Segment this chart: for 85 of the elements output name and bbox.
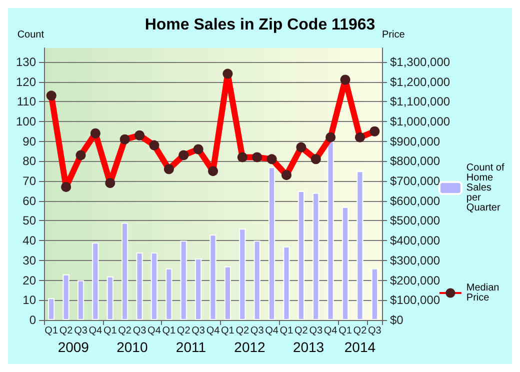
bar bbox=[210, 234, 216, 320]
y2-tick-label: $100,000 bbox=[390, 293, 440, 308]
y2-tick-label: $900,000 bbox=[390, 134, 440, 148]
chart-title: Home Sales in Zip Code 11963 bbox=[144, 16, 376, 34]
y2-tick-label: $0 bbox=[390, 313, 404, 327]
bar bbox=[254, 240, 260, 320]
y-tick-label: 50 bbox=[22, 214, 36, 228]
y2-tick-label: $300,000 bbox=[390, 253, 440, 268]
bar bbox=[180, 240, 187, 320]
legend-label: Count of Home Sales per Quarter bbox=[466, 162, 508, 214]
y-tick-label: 130 bbox=[16, 54, 36, 69]
text: 2012 bbox=[234, 339, 266, 355]
bar bbox=[298, 190, 304, 320]
bar bbox=[62, 274, 70, 320]
y-tick-label: 100 bbox=[16, 114, 36, 128]
y-tick-label: 10 bbox=[22, 293, 36, 308]
text: 2013 bbox=[292, 339, 324, 355]
bar bbox=[122, 222, 128, 320]
y-tick-label: 60 bbox=[22, 194, 36, 208]
x-tick-label: Q1 bbox=[280, 326, 294, 336]
bar bbox=[268, 167, 276, 320]
bar bbox=[195, 258, 202, 320]
bar bbox=[283, 246, 290, 320]
y-tick-label: 110 bbox=[16, 94, 36, 109]
y2-tick-label: $1,100,000 bbox=[390, 94, 450, 109]
y2-axis-title: Price bbox=[382, 30, 406, 40]
y-tick-label: 0 bbox=[29, 313, 36, 327]
bar bbox=[342, 206, 349, 320]
x-tick-label: Q4 bbox=[88, 326, 103, 336]
y-tick-label: 120 bbox=[16, 74, 36, 89]
legend-label: Median Price bbox=[466, 282, 502, 304]
x-tick-label: Q4 bbox=[206, 326, 220, 336]
x-tick-label: Q4 bbox=[265, 326, 279, 336]
x-tick-label: Q2 bbox=[118, 326, 132, 336]
bar bbox=[356, 171, 364, 320]
text: 2014 bbox=[344, 339, 376, 355]
bar bbox=[106, 276, 114, 320]
y2-tick-label: $400,000 bbox=[390, 234, 440, 248]
bar bbox=[312, 192, 320, 320]
y-tick-label: 80 bbox=[22, 154, 36, 168]
y-tick-label: 30 bbox=[22, 253, 36, 268]
x-tick-label: Q2 bbox=[176, 326, 191, 336]
y2-tick-label: $200,000 bbox=[390, 273, 440, 288]
bar bbox=[92, 242, 99, 320]
y2-tick-label: $1,300,000 bbox=[390, 54, 450, 69]
bar bbox=[136, 252, 143, 320]
text: 2011 bbox=[176, 339, 206, 355]
y2-tick-label: $600,000 bbox=[390, 194, 440, 208]
x-tick-label: Q2 bbox=[353, 326, 368, 336]
x-tick-label: Q2 bbox=[294, 326, 308, 336]
x-tick-label: Q4 bbox=[324, 326, 338, 336]
text: 2009 bbox=[58, 339, 90, 355]
x-tick-label: Q1 bbox=[103, 326, 118, 336]
x-tick-label: Q1 bbox=[162, 326, 176, 336]
y-tick-label: 90 bbox=[22, 134, 36, 148]
bar bbox=[371, 268, 378, 320]
bar bbox=[239, 228, 246, 320]
bar bbox=[48, 298, 55, 320]
y2-tick-label: $500,000 bbox=[390, 214, 440, 228]
y2-tick-label: $700,000 bbox=[390, 174, 440, 188]
y2-tick-label: $1,000,000 bbox=[390, 114, 450, 128]
x-tick-label: Q1 bbox=[44, 326, 58, 336]
bar bbox=[166, 268, 172, 320]
x-tick-label: Q3 bbox=[192, 326, 206, 336]
y-tick-label: 70 bbox=[22, 174, 36, 188]
x-tick-label: Q2 bbox=[236, 326, 250, 336]
bar bbox=[327, 141, 334, 320]
x-tick-label: Q4 bbox=[148, 326, 162, 336]
x-tick-label: Q1 bbox=[221, 326, 235, 336]
x-tick-label: Q3 bbox=[132, 326, 147, 336]
x-tick-label: Q1 bbox=[338, 326, 352, 336]
y2-tick-label: $800,000 bbox=[390, 154, 440, 168]
y2-tick-label: $1,200,000 bbox=[390, 74, 450, 89]
x-tick-label: Q3 bbox=[250, 326, 264, 336]
x-tick-label: Q3 bbox=[368, 326, 382, 336]
bar bbox=[77, 280, 84, 320]
y-tick-label: 40 bbox=[22, 234, 36, 248]
bar bbox=[224, 266, 231, 320]
x-tick-label: Q2 bbox=[59, 326, 74, 336]
x-tick-label: Q3 bbox=[74, 326, 88, 336]
bar bbox=[150, 252, 158, 320]
y-tick-label: 20 bbox=[22, 273, 36, 288]
text: 2010 bbox=[116, 339, 148, 355]
x-tick-label: Q3 bbox=[309, 326, 323, 336]
y-axis-title: Count bbox=[17, 30, 44, 40]
